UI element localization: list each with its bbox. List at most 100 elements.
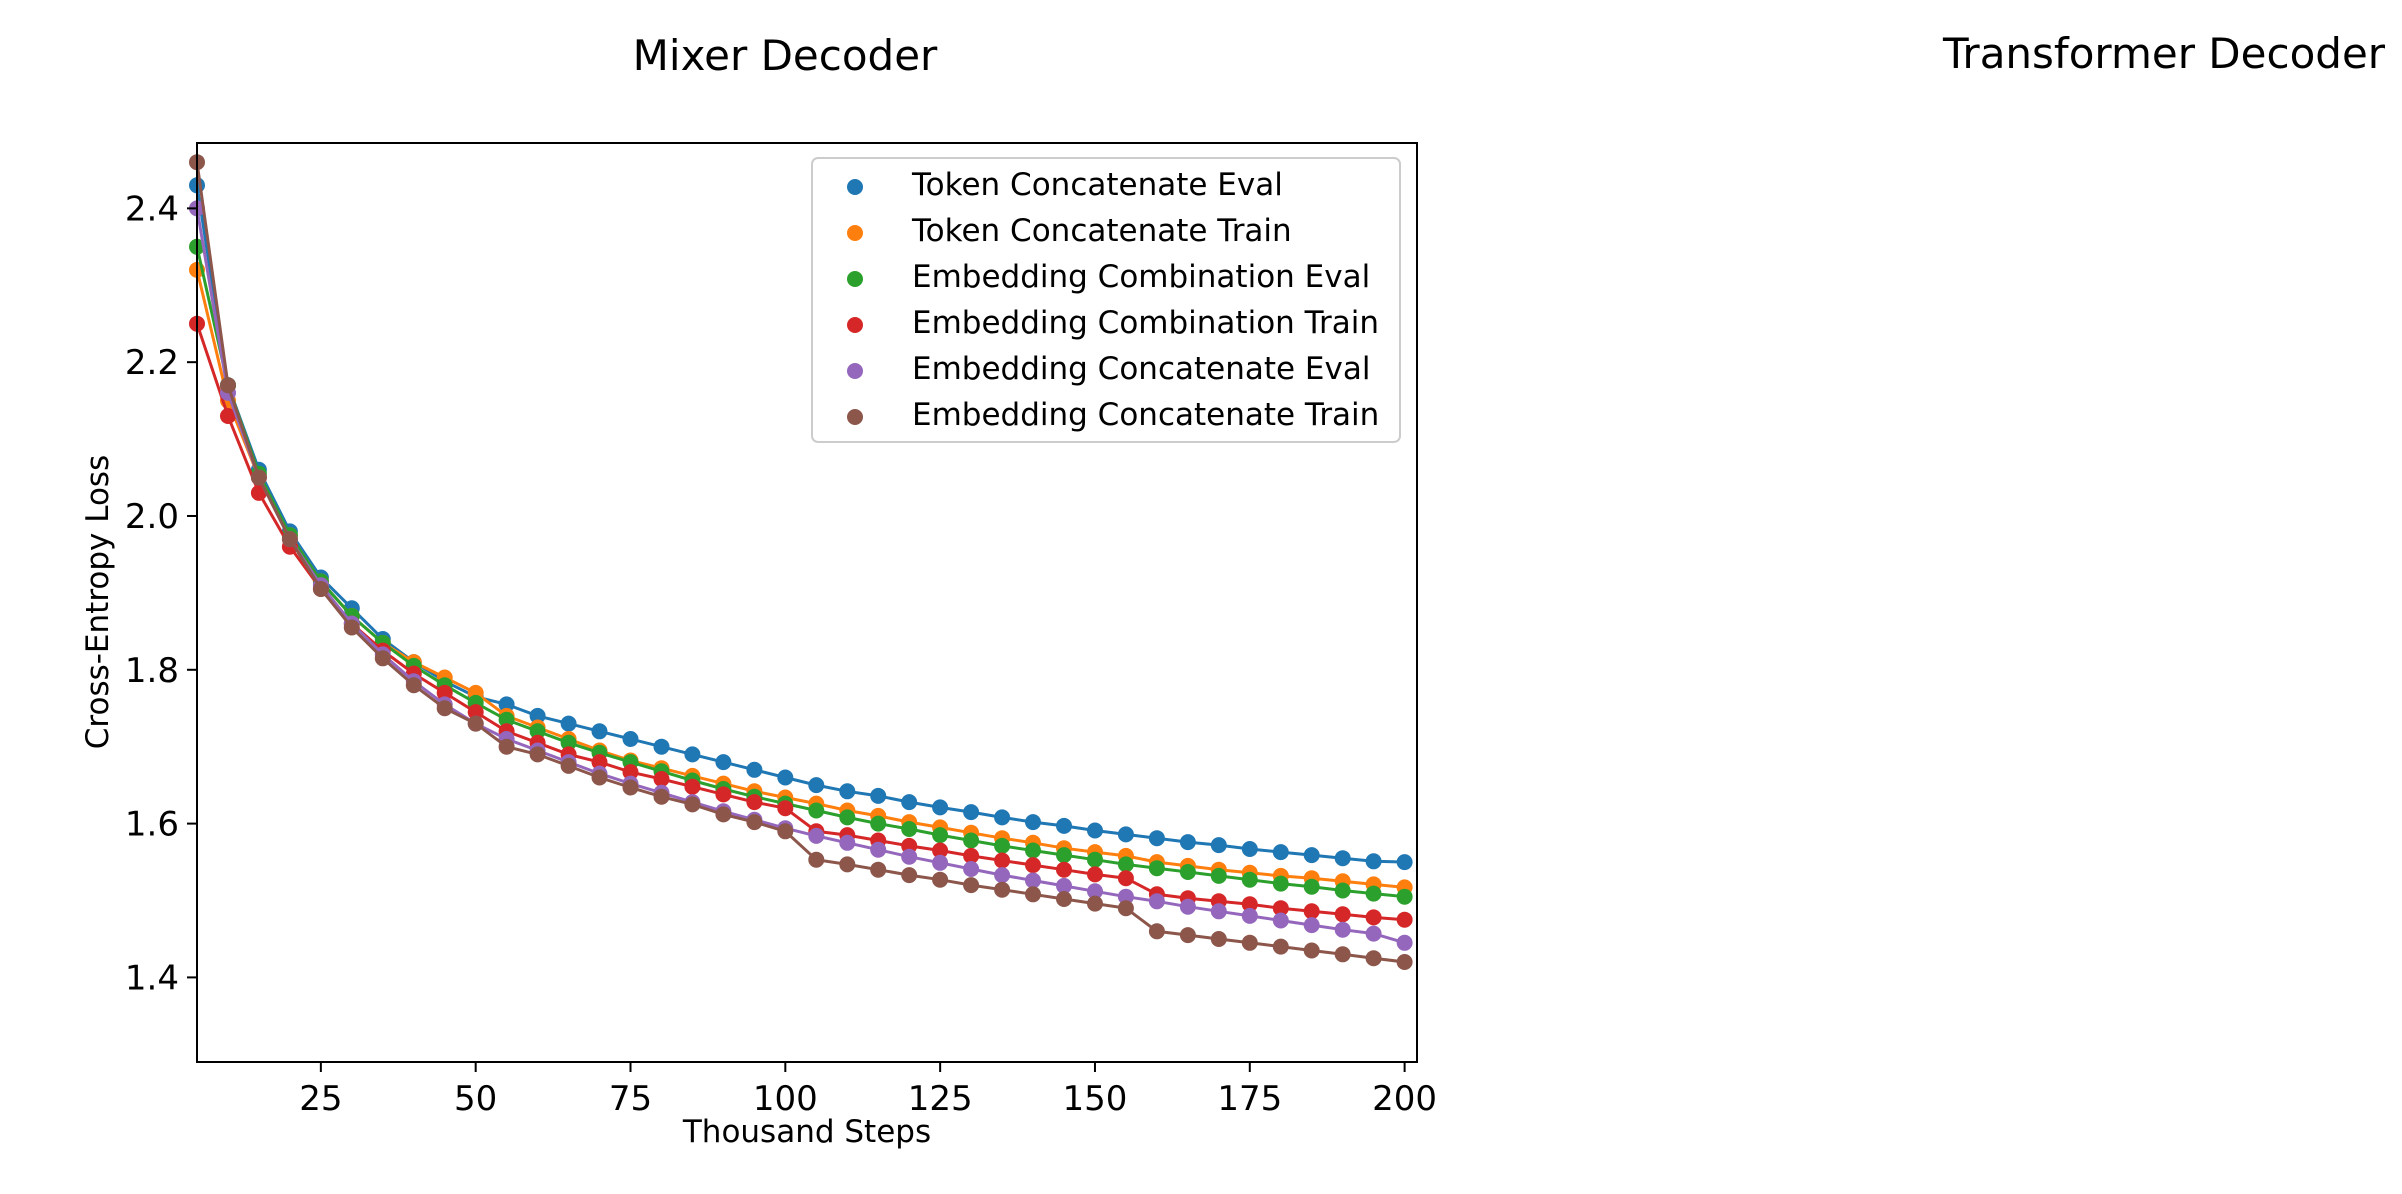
data-point	[1396, 911, 1413, 928]
data-point	[839, 783, 856, 800]
x-tick-label: 175	[1217, 1079, 1282, 1119]
data-point	[746, 794, 763, 811]
x-tick-label: 75	[609, 1079, 652, 1119]
data-point	[1087, 822, 1103, 839]
data-point	[1272, 938, 1289, 955]
data-point	[1148, 830, 1165, 847]
series-line	[195, 269, 1405, 889]
data-point	[808, 827, 825, 844]
series-line	[195, 161, 1405, 964]
data-point	[1241, 841, 1258, 857]
data-point	[932, 799, 949, 816]
data-point	[1334, 850, 1351, 867]
data-point	[746, 814, 763, 831]
x-tick-label: 150	[1063, 1079, 1128, 1119]
data-point	[839, 834, 856, 851]
legend-marker	[847, 317, 863, 333]
data-point	[220, 408, 236, 424]
data-point	[436, 684, 453, 701]
data-point	[901, 867, 918, 884]
data-point	[932, 871, 949, 888]
series-line	[195, 208, 1406, 945]
data-point	[498, 711, 515, 728]
data-point	[1396, 934, 1413, 951]
y-tick-label: 2.0	[125, 497, 179, 537]
data-point	[343, 619, 360, 636]
data-point	[715, 786, 732, 803]
data-point	[312, 581, 329, 597]
data-point	[467, 715, 484, 732]
data-point	[622, 731, 639, 747]
data-point	[591, 769, 608, 786]
data-point	[1148, 893, 1165, 910]
data-point	[1396, 888, 1413, 905]
data-point	[808, 851, 825, 868]
data-point	[374, 650, 391, 667]
data-point	[1087, 883, 1103, 900]
chart-title-right: Transformer Decoder	[1942, 29, 2386, 78]
data-point	[808, 802, 825, 819]
data-point	[839, 809, 856, 826]
legend-marker	[847, 179, 863, 195]
data-point	[1025, 857, 1041, 874]
data-point	[1117, 856, 1134, 873]
data-point	[281, 531, 298, 548]
data-point	[1241, 907, 1258, 924]
data-point	[1056, 877, 1072, 894]
y-axis-label: Cross-Entropy Loss	[80, 455, 116, 749]
legend-label: Embedding Concatenate Eval	[912, 351, 1370, 387]
legend-marker	[847, 409, 863, 425]
data-point	[1087, 895, 1103, 912]
data-point	[1334, 946, 1351, 963]
data-point	[1056, 891, 1072, 907]
data-point	[994, 867, 1011, 884]
data-point	[1396, 854, 1413, 871]
data-point	[1272, 900, 1289, 917]
y-tick-label: 1.8	[125, 651, 179, 691]
data-point	[684, 746, 701, 763]
data-point	[684, 796, 701, 813]
data-point	[1179, 927, 1196, 944]
data-point	[1025, 814, 1041, 831]
data-point	[1087, 866, 1103, 883]
data-point	[436, 700, 453, 717]
chart-title-left: Mixer Decoder	[633, 31, 938, 80]
data-point	[777, 823, 794, 840]
data-point	[963, 877, 980, 894]
data-point	[250, 484, 267, 501]
data-point	[963, 847, 980, 864]
data-point	[901, 794, 918, 811]
data-point	[1210, 903, 1227, 920]
data-point	[1303, 942, 1320, 959]
data-point	[808, 777, 825, 794]
data-point	[963, 861, 980, 877]
data-point	[560, 715, 577, 732]
data-point	[529, 746, 546, 763]
data-point	[1396, 954, 1413, 970]
series-5	[189, 154, 1413, 970]
data-point	[839, 856, 856, 873]
data-point	[1365, 853, 1382, 870]
data-point	[653, 771, 670, 787]
x-tick-label: 50	[454, 1079, 497, 1119]
data-point	[870, 815, 887, 832]
data-point	[684, 778, 701, 795]
data-point	[1025, 842, 1041, 859]
data-point	[1056, 817, 1072, 834]
data-point	[994, 837, 1011, 854]
data-point	[1241, 896, 1258, 913]
data-point	[560, 734, 577, 751]
data-point	[1272, 912, 1289, 929]
data-point	[777, 800, 794, 817]
legend-label: Token Concatenate Train	[911, 213, 1292, 249]
data-point	[1334, 882, 1351, 899]
data-point	[715, 754, 732, 771]
data-point	[1241, 934, 1258, 951]
x-tick-label: 25	[299, 1079, 342, 1119]
x-tick-label: 100	[753, 1079, 818, 1119]
data-point	[1117, 900, 1134, 917]
data-point	[1210, 867, 1227, 884]
data-point	[1179, 864, 1196, 880]
data-point	[932, 827, 949, 844]
data-point	[932, 842, 949, 859]
